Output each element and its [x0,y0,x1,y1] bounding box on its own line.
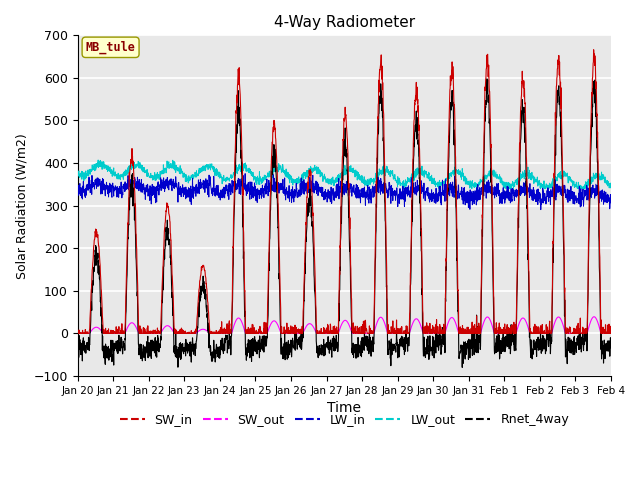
Legend: SW_in, SW_out, LW_in, LW_out, Rnet_4way: SW_in, SW_out, LW_in, LW_out, Rnet_4way [115,408,574,431]
X-axis label: Time: Time [327,401,362,415]
Text: MB_tule: MB_tule [86,41,136,54]
Title: 4-Way Radiometer: 4-Way Radiometer [274,15,415,30]
Y-axis label: Solar Radiation (W/m2): Solar Radiation (W/m2) [15,133,28,278]
